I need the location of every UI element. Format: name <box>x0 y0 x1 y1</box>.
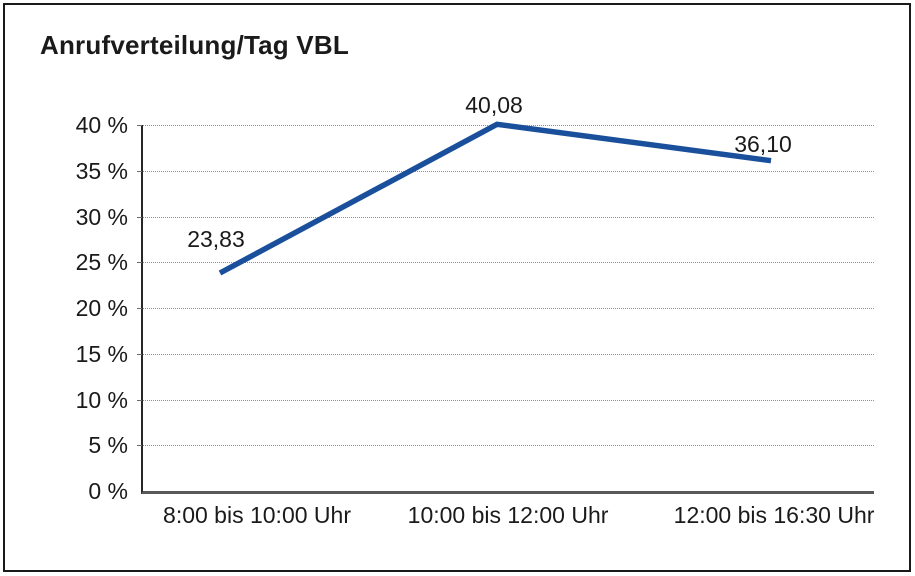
y-tick-mark <box>137 262 142 264</box>
series-polyline <box>218 121 772 276</box>
y-tick-label: 10 % <box>75 386 128 413</box>
gridline <box>143 170 874 172</box>
gridline <box>143 399 874 401</box>
gridline <box>143 262 874 264</box>
data-point-label: 23,83 <box>187 225 245 252</box>
y-tick-mark <box>137 399 142 401</box>
x-axis-label: 12:00 bis 16:30 Uhr <box>673 502 875 528</box>
y-tick-mark <box>137 308 142 309</box>
y-tick-label: 40 % <box>75 112 128 138</box>
gridline <box>143 353 874 355</box>
y-tick-label: 30 % <box>75 203 128 230</box>
y-tick-mark <box>137 353 142 355</box>
y-tick-label: 0 % <box>88 478 128 504</box>
x-axis-label: 10:00 bis 12:00 Uhr <box>407 502 609 528</box>
x-axis-label: 8:00 bis 10:00 Uhr <box>163 502 351 528</box>
y-tick-mark <box>137 216 142 218</box>
gridline <box>143 308 874 309</box>
chart-title: Anrufverteilung/Tag VBL <box>40 30 349 60</box>
y-tick-label: 5 % <box>88 432 128 459</box>
gridline <box>143 445 874 447</box>
y-tick-label: 25 % <box>75 249 128 276</box>
y-tick-mark <box>137 445 142 447</box>
y-tick-mark <box>137 125 142 126</box>
y-tick-label: 35 % <box>75 157 128 184</box>
y-tick-label: 15 % <box>75 340 128 367</box>
data-point-label: 40,08 <box>465 92 523 119</box>
line-series <box>218 121 772 276</box>
plot-area <box>137 121 874 494</box>
data-point-label: 36,10 <box>734 130 792 157</box>
y-tick-mark <box>137 170 142 172</box>
gridline <box>143 216 874 218</box>
y-tick-label: 20 % <box>75 295 128 321</box>
